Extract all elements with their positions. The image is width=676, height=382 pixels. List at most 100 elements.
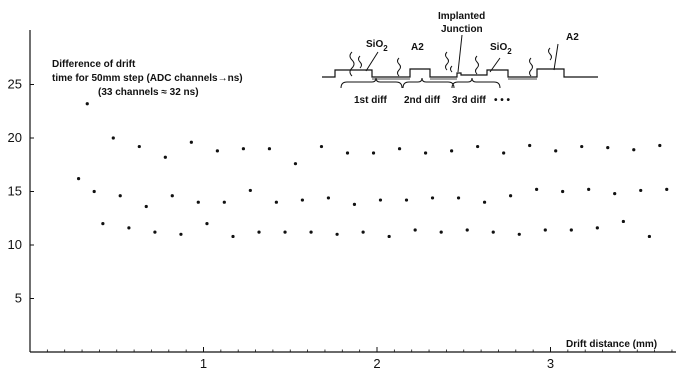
data-point bbox=[658, 143, 662, 148]
data-point bbox=[345, 151, 350, 155]
data-point bbox=[554, 149, 558, 153]
inset-sio2-label-right: SiO2 bbox=[490, 42, 512, 56]
data-point bbox=[580, 144, 584, 149]
inset-strip-profile bbox=[322, 68, 598, 78]
data-point bbox=[587, 187, 591, 191]
data-point bbox=[179, 232, 183, 236]
data-point bbox=[111, 136, 115, 140]
data-point bbox=[92, 189, 96, 194]
data-point bbox=[476, 144, 480, 149]
data-point bbox=[205, 222, 209, 226]
x-axis-label: Drift distance (mm) bbox=[566, 339, 657, 350]
data-point bbox=[231, 234, 235, 239]
data-point bbox=[283, 230, 287, 234]
data-point bbox=[606, 146, 610, 150]
data-point bbox=[491, 230, 495, 234]
inset-diff-label-3: 3rd diff bbox=[452, 95, 487, 106]
data-point bbox=[335, 232, 339, 236]
data-point bbox=[241, 147, 246, 151]
data-point bbox=[430, 196, 435, 200]
x-tick-label: 2 bbox=[373, 356, 380, 371]
inset-implanted-label: Implanted bbox=[438, 11, 485, 22]
inset-diff-label-1: 1st diff bbox=[354, 95, 387, 106]
inset-pointer-lines bbox=[365, 34, 559, 73]
data-point bbox=[144, 204, 148, 209]
data-point bbox=[535, 187, 539, 191]
data-point bbox=[85, 102, 89, 106]
data-point bbox=[561, 189, 565, 194]
annotation-line-1: Difference of drift bbox=[52, 59, 136, 70]
y-tick-label: 20 bbox=[8, 130, 22, 145]
annotation-line-2: time for 50mm step (ADC channels→ns) bbox=[52, 73, 243, 84]
data-point bbox=[222, 200, 226, 204]
data-point bbox=[170, 194, 174, 198]
data-point bbox=[361, 230, 365, 234]
data-point bbox=[632, 148, 636, 152]
x-tick-label: 3 bbox=[547, 356, 554, 371]
inset-sio2-label-left: SiO2 bbox=[366, 39, 388, 53]
y-tick-label: 15 bbox=[8, 184, 22, 199]
inset-diff-braces bbox=[340, 77, 501, 89]
inset-junction-label: Junction bbox=[441, 24, 483, 35]
data-point bbox=[621, 219, 625, 224]
data-point bbox=[274, 200, 278, 204]
data-point bbox=[450, 149, 454, 153]
y-tick-label: 25 bbox=[8, 77, 22, 92]
data-point bbox=[309, 230, 313, 234]
inset-a2-label-left: A2 bbox=[411, 42, 424, 53]
data-point bbox=[76, 177, 81, 181]
ticks: 5 10 15 20 25 1 2 3 bbox=[8, 77, 673, 371]
y-tick-label: 5 bbox=[15, 291, 22, 306]
data-point bbox=[248, 188, 252, 193]
data-point bbox=[153, 230, 157, 234]
data-point bbox=[378, 198, 383, 202]
data-point bbox=[423, 151, 428, 155]
data-point bbox=[215, 149, 219, 153]
y-tick-label: 10 bbox=[8, 237, 22, 252]
data-point bbox=[101, 222, 105, 226]
data-point bbox=[118, 194, 122, 198]
data-point bbox=[163, 155, 167, 159]
data-point bbox=[456, 196, 461, 200]
data-point bbox=[300, 198, 304, 202]
data-point bbox=[404, 198, 409, 202]
data-point bbox=[413, 228, 417, 232]
inset-ellipsis: • • • bbox=[494, 95, 511, 106]
inset-diff-label-2: 2nd diff bbox=[404, 95, 441, 106]
annotation-line-3: (33 channels ≈ 32 ns) bbox=[98, 87, 199, 98]
data-point bbox=[397, 147, 402, 151]
data-point bbox=[665, 187, 669, 191]
data-point bbox=[639, 188, 643, 193]
data-point bbox=[189, 140, 193, 144]
data-point bbox=[371, 151, 376, 155]
x-tick-label: 1 bbox=[200, 356, 207, 371]
data-point bbox=[196, 200, 200, 204]
data-points bbox=[76, 102, 669, 239]
data-point bbox=[293, 162, 298, 166]
data-point bbox=[482, 200, 487, 204]
data-point bbox=[508, 194, 513, 198]
data-point bbox=[569, 228, 573, 232]
data-point bbox=[613, 192, 617, 196]
data-point bbox=[137, 144, 141, 149]
data-point bbox=[647, 234, 651, 239]
data-point bbox=[319, 144, 324, 149]
data-point bbox=[528, 143, 532, 148]
inset-a2-label-right: A2 bbox=[566, 32, 579, 43]
data-point bbox=[326, 196, 331, 200]
data-point bbox=[543, 228, 547, 232]
data-point bbox=[352, 202, 357, 206]
data-point bbox=[517, 232, 521, 236]
data-point bbox=[439, 230, 443, 234]
data-point bbox=[595, 226, 599, 230]
data-point bbox=[387, 234, 391, 239]
inset-wavy-lines bbox=[349, 47, 552, 77]
data-point bbox=[502, 151, 506, 155]
data-point bbox=[267, 147, 272, 151]
data-point bbox=[257, 230, 261, 234]
detector-inset-diagram: SiO2 A2 Implanted Junction SiO2 A2 1st d… bbox=[322, 11, 598, 106]
data-point bbox=[127, 226, 131, 230]
data-point bbox=[465, 228, 469, 232]
